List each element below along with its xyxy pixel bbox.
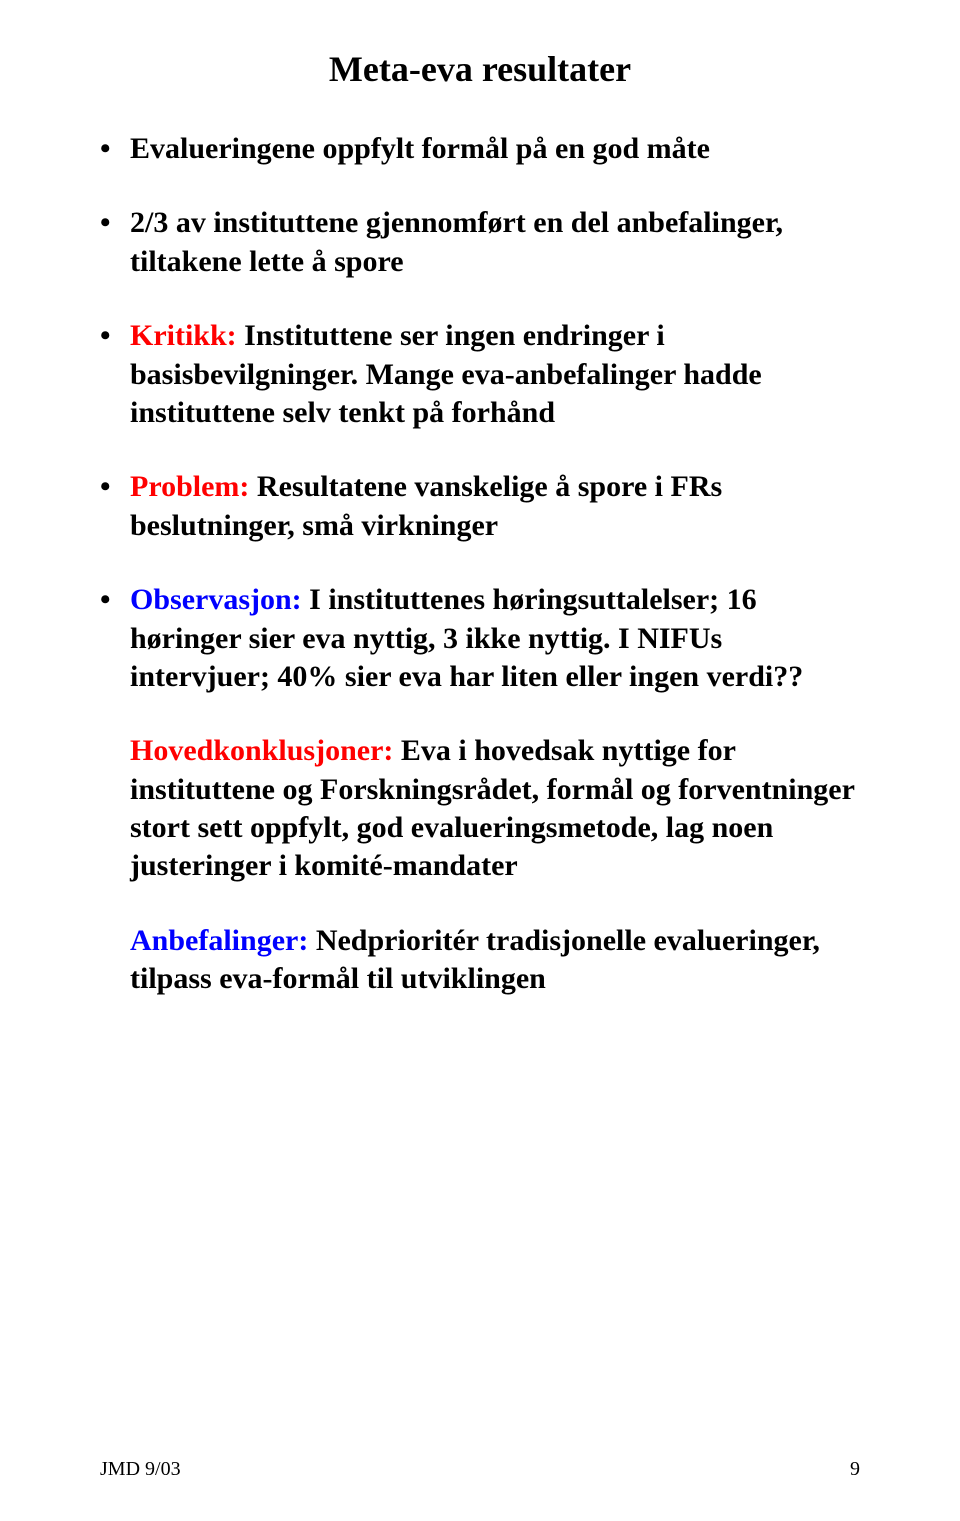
bullet-item: Observasjon: I instituttenes høringsutta… xyxy=(100,581,860,696)
conclusion-block: Hovedkonklusjoner: Eva i hovedsak nyttig… xyxy=(100,732,860,886)
bullet-item: 2/3 av instituttene gjennomført en del a… xyxy=(100,204,860,281)
page-footer: JMD 9/03 9 xyxy=(100,1458,860,1481)
bullet-label: Problem: xyxy=(130,470,249,503)
bullet-text: Evalueringene oppfylt formål på en god m… xyxy=(130,132,710,165)
recommendation-block: Anbefalinger: Nedprioritér tradisjonelle… xyxy=(100,922,860,999)
bullet-item: Kritikk: Instituttene ser ingen endringe… xyxy=(100,317,860,432)
bullet-item: Evalueringene oppfylt formål på en god m… xyxy=(100,130,860,168)
bullet-label: Observasjon: xyxy=(130,583,302,616)
bullet-item: Problem: Resultatene vanskelige å spore … xyxy=(100,468,860,545)
footer-right: 9 xyxy=(850,1458,860,1481)
bullet-list: Evalueringene oppfylt formål på en god m… xyxy=(100,130,860,696)
page-title: Meta-eva resultater xyxy=(100,48,860,90)
document-page: Meta-eva resultater Evalueringene oppfyl… xyxy=(0,0,960,1521)
bullet-label: Kritikk: xyxy=(130,319,237,352)
block-label: Hovedkonklusjoner: xyxy=(130,734,393,767)
block-label: Anbefalinger: xyxy=(130,924,308,957)
bullet-text: 2/3 av instituttene gjennomført en del a… xyxy=(130,206,783,277)
footer-left: JMD 9/03 xyxy=(100,1458,181,1481)
